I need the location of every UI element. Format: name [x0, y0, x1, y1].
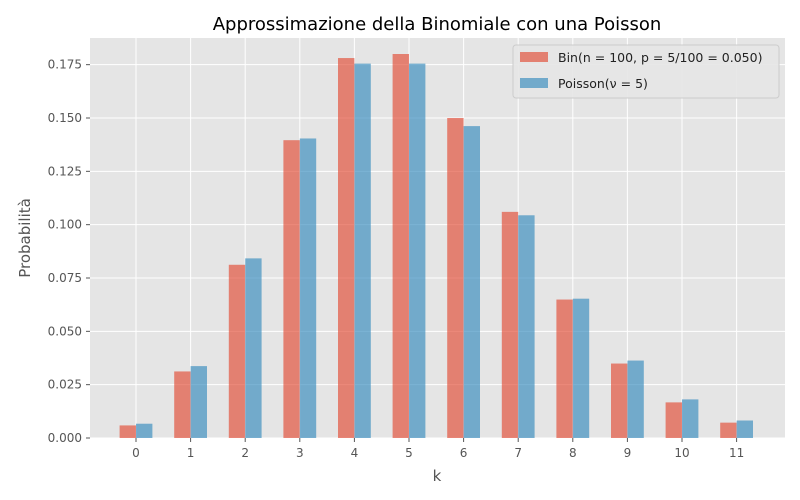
bar-binomial	[720, 422, 737, 438]
bar-poisson	[299, 138, 317, 439]
x-tick-label: 10	[674, 446, 689, 460]
legend-label-binomial: Bin(n = 100, p = 5/100 = 0.050)	[558, 50, 762, 65]
bar-binomial	[174, 371, 191, 438]
axis-ticks: 0.000 0.025 0.050 0.075 0.100 0.125 0.150 0.175…	[48, 58, 745, 460]
x-tick-label: 2	[241, 446, 249, 460]
bars	[119, 54, 753, 439]
bar-binomial	[611, 363, 628, 438]
x-tick-label: 3	[296, 446, 304, 460]
bar-binomial	[228, 264, 246, 438]
y-tick-label: 0.075	[48, 271, 82, 285]
bar-poisson	[136, 423, 153, 438]
x-axis-title: k	[433, 467, 442, 485]
y-tick-label: 0.000	[48, 431, 82, 445]
legend-swatch-binomial	[520, 52, 548, 62]
bar-binomial	[283, 140, 300, 439]
bar-poisson	[518, 215, 535, 438]
chart-title: Approssimazione della Binomiale con una …	[213, 14, 662, 35]
x-tick-label: 9	[624, 446, 632, 460]
bar-binomial	[447, 118, 464, 438]
y-tick-label: 0.050	[48, 324, 82, 338]
bar-poisson	[627, 360, 644, 438]
bar-binomial	[338, 58, 355, 438]
bar-binomial	[556, 299, 573, 438]
bar-poisson	[354, 63, 371, 438]
bar-poisson	[682, 399, 699, 438]
legend-swatch-poisson	[520, 78, 548, 88]
legend: Bin(n = 100, p = 5/100 = 0.050) Poisson(…	[512, 44, 780, 99]
y-tick-label: 0.125	[48, 164, 82, 178]
bar-poisson	[409, 63, 426, 438]
x-tick-label: 6	[460, 446, 468, 460]
y-tick-label: 0.175	[48, 58, 82, 72]
bar-poisson	[572, 298, 590, 438]
legend-box	[512, 44, 780, 99]
bar-binomial	[665, 402, 682, 438]
bar-binomial	[501, 211, 519, 438]
x-tick-label: 0	[132, 446, 140, 460]
x-tick-label: 7	[514, 446, 522, 460]
y-tick-label: 0.150	[48, 111, 82, 125]
y-tick-label: 0.100	[48, 218, 82, 232]
x-tick-label: 5	[405, 446, 413, 460]
bar-poisson	[736, 420, 753, 438]
x-tick-label: 8	[569, 446, 577, 460]
legend-label-poisson: Poisson(ν = 5)	[558, 76, 648, 91]
bar-binomial	[119, 425, 136, 438]
y-axis-title: Probabilità	[16, 198, 34, 278]
x-tick-label: 4	[351, 446, 359, 460]
bar-poisson	[245, 258, 262, 438]
bar-poisson	[190, 366, 207, 438]
bar-poisson	[463, 126, 480, 439]
x-tick-label: 1	[187, 446, 195, 460]
x-tick-label: 11	[729, 446, 744, 460]
y-tick-label: 0.025	[48, 378, 82, 392]
bar-binomial	[392, 54, 409, 438]
